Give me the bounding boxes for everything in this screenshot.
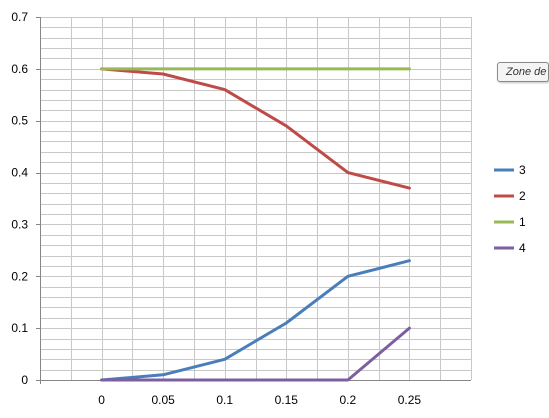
x-tick-label: 0.1 bbox=[216, 393, 233, 407]
y-tick-label: 0.6 bbox=[11, 62, 28, 76]
series-line-4 bbox=[100, 326, 411, 382]
x-tick-label: 0.2 bbox=[340, 393, 357, 407]
legend-label-1: 1 bbox=[519, 215, 526, 229]
y-tick-label: 0.3 bbox=[11, 217, 28, 231]
y-tick-label: 0.2 bbox=[11, 269, 28, 283]
series-line-3 bbox=[100, 259, 411, 382]
y-tick-label: 0.1 bbox=[11, 321, 28, 335]
series-lines bbox=[100, 67, 411, 382]
zone-tooltip: Zone de bbox=[497, 62, 549, 82]
x-tick-label: 0.25 bbox=[398, 393, 422, 407]
legend-label-3: 3 bbox=[519, 163, 526, 177]
legend: 3 2 1 4 bbox=[494, 163, 526, 255]
x-tick-label: 0.05 bbox=[151, 393, 175, 407]
legend-label-4: 4 bbox=[519, 241, 526, 255]
x-tick-label: 0.15 bbox=[275, 393, 299, 407]
y-tick-label: 0.7 bbox=[11, 10, 28, 24]
x-tick-label: 0 bbox=[98, 393, 105, 407]
y-tick-label: 0 bbox=[21, 373, 28, 387]
series-line-2 bbox=[100, 67, 411, 190]
gridlines bbox=[40, 17, 472, 381]
y-tick-label: 0.5 bbox=[11, 114, 28, 128]
legend-label-2: 2 bbox=[519, 189, 526, 203]
y-tick-label: 0.4 bbox=[11, 166, 28, 180]
tick-labels: 0 0.1 0.2 0.3 0.4 0.5 0.6 0.7 0 0.05 0.1 0.15 0.2 0.2… bbox=[11, 10, 421, 407]
